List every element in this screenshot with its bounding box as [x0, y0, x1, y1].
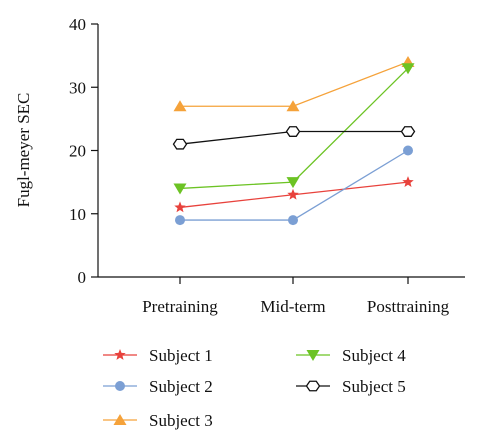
legend-label: Subject 4 [342, 346, 406, 365]
data-point [285, 126, 301, 137]
data-point [173, 183, 187, 195]
data-point [172, 138, 188, 150]
data-point [401, 63, 415, 75]
data-point [173, 100, 187, 112]
x-tick-label: Posttraining [367, 297, 450, 316]
data-point [400, 126, 416, 137]
legend-marker [114, 349, 126, 360]
series-line [180, 61, 409, 107]
data-point [174, 201, 186, 213]
series-5 [172, 126, 416, 150]
y-axis-label: Fugl-meyer SEC [14, 93, 33, 208]
legend-item-3: Subject 3 [103, 411, 213, 430]
axes: 0 10 20 30 40 Pretraining Mid-term Posttraining [69, 15, 465, 316]
y-tick-label: 0 [78, 268, 87, 287]
data-point [403, 145, 413, 156]
y-tick-label: 40 [69, 15, 86, 34]
series-3 [173, 55, 415, 112]
data-point [286, 100, 300, 112]
y-tick-label: 10 [69, 205, 86, 224]
legend-marker [113, 414, 127, 425]
legend-marker [305, 380, 321, 392]
data-point [288, 215, 298, 226]
series-1 [174, 176, 414, 213]
legend-item-5: Subject 5 [296, 377, 406, 396]
legend-item-2: Subject 2 [103, 377, 213, 396]
legend-label: Subject 1 [149, 346, 213, 365]
legend-label: Subject 5 [342, 377, 406, 396]
legend-label: Subject 3 [149, 411, 213, 430]
series-layer [172, 55, 416, 226]
x-tick-label: Pretraining [142, 297, 218, 316]
legend-item-1: Subject 1 [103, 346, 213, 365]
data-point [287, 188, 299, 200]
x-tick-label: Mid-term [260, 297, 325, 316]
series-4 [173, 63, 415, 195]
legend-marker [306, 350, 320, 361]
data-point [286, 177, 300, 189]
y-tick-label: 30 [69, 78, 86, 97]
data-point [402, 176, 414, 187]
data-point [175, 215, 185, 226]
series-2 [175, 145, 413, 226]
legend-item-4: Subject 4 [296, 346, 406, 365]
y-tick-label: 20 [69, 142, 86, 161]
legend: Subject 1 Subject 2 Subject 3 Subject 4 Subj… [103, 346, 406, 430]
legend-marker [115, 381, 125, 391]
legend-label: Subject 2 [149, 377, 213, 396]
